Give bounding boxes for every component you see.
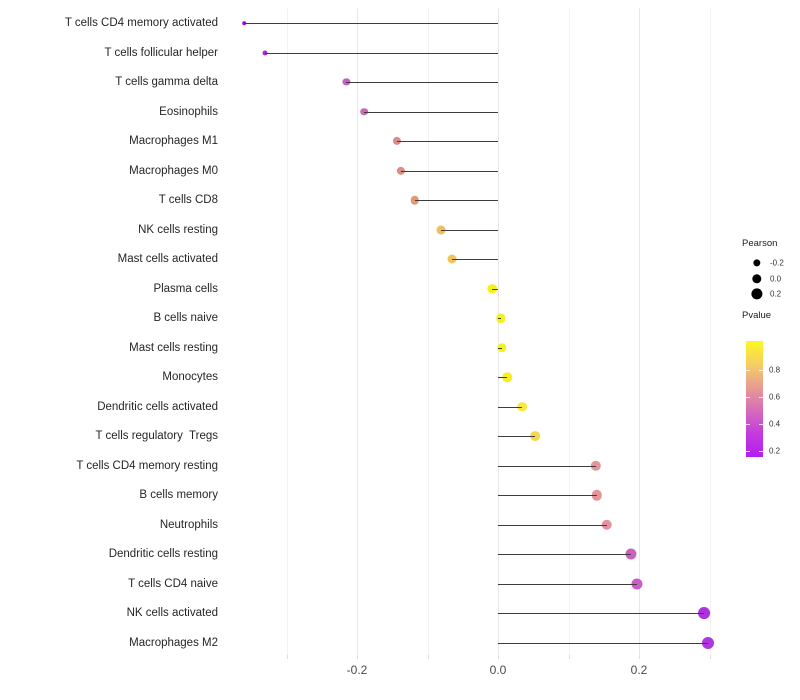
major-gridline: [498, 8, 499, 655]
row-label: Macrophages M0: [129, 164, 218, 177]
lollipop-dot: [517, 401, 527, 412]
lollipop-dot: [625, 548, 637, 560]
lollipop-dot: [631, 578, 643, 590]
lollipop-stem: [498, 377, 508, 379]
lollipop-dot: [530, 431, 541, 442]
minor-gridline: [286, 8, 288, 655]
gradient-tick: [746, 370, 750, 371]
minor-gridline: [427, 8, 429, 655]
lollipop-dot: [590, 460, 602, 471]
gradient-tick: [759, 451, 763, 452]
lollipop-stem: [265, 52, 498, 54]
gradient-tick-label: 0.8: [769, 365, 781, 375]
row-label: Mast cells activated: [117, 253, 218, 266]
row-label: Mast cells resting: [129, 341, 218, 354]
lollipop-stem: [498, 347, 502, 349]
gradient-tick-label: 0.6: [769, 392, 781, 402]
gradient-tick: [759, 424, 763, 425]
row-label: T cells follicular helper: [104, 46, 218, 59]
lollipop-stem: [498, 495, 597, 497]
lollipop-dot: [502, 372, 512, 382]
minor-gridline: [568, 8, 570, 655]
row-label: Dendritic cells resting: [108, 548, 218, 561]
row-label: NK cells resting: [138, 223, 218, 236]
row-label: Eosinophils: [159, 105, 218, 118]
row-label: NK cells activated: [126, 607, 218, 620]
lollipop-dot: [601, 519, 612, 531]
lollipop-stem: [498, 642, 709, 644]
x-axis-tick: [709, 655, 711, 659]
row-label: Dendritic cells activated: [97, 400, 218, 413]
size-legend-label: -0.2: [770, 258, 784, 268]
row-label: B cells naive: [153, 312, 218, 325]
lollipop-stem: [400, 170, 498, 172]
lollipop-stem: [498, 524, 607, 526]
lollipop-dot: [496, 343, 507, 353]
row-label: T cells regulatory Tregs: [95, 430, 218, 443]
row-label: B cells memory: [139, 489, 218, 502]
x-axis-tick: [357, 655, 358, 659]
lollipop-stem: [414, 200, 498, 202]
lollipop-dot: [702, 636, 715, 649]
lollipop-dot: [591, 490, 602, 501]
size-legend-label: 0.0: [770, 274, 782, 283]
major-gridline: [639, 8, 640, 655]
lollipop-stem: [364, 111, 498, 113]
x-axis-tick: [286, 655, 288, 659]
x-axis-tick: [427, 655, 429, 659]
lollipop-stem: [244, 23, 498, 24]
gradient-tick: [746, 397, 750, 398]
size-legend-dot: [753, 259, 761, 267]
row-label: T cells CD4 memory resting: [76, 459, 218, 472]
pvalue-gradient-bar: [746, 341, 763, 457]
size-legend-title: Pearson: [742, 238, 778, 249]
lollipop-stem: [498, 613, 704, 615]
gradient-tick: [746, 451, 750, 452]
lollipop-dot: [697, 607, 710, 620]
lollipop-stem: [452, 259, 498, 261]
lollipop-stem: [492, 288, 498, 290]
row-label: T cells CD4 naive: [128, 577, 218, 590]
x-tick-label: -0.2: [346, 663, 368, 677]
row-label: Macrophages M2: [129, 636, 218, 649]
x-axis-tick: [639, 655, 640, 659]
x-tick-label: 0.0: [489, 663, 507, 677]
gradient-tick-label: 0.4: [769, 419, 781, 429]
row-label: Plasma cells: [153, 282, 218, 295]
gradient-tick: [759, 397, 763, 398]
x-axis-tick: [568, 655, 570, 659]
size-legend-dot: [752, 273, 762, 284]
row-label: Macrophages M1: [129, 135, 218, 148]
x-axis-tick: [498, 655, 499, 659]
lollipop-stem: [498, 554, 631, 556]
gradient-tick-label: 0.2: [769, 446, 781, 456]
lollipop-stem: [397, 141, 498, 143]
lollipop-stem: [498, 406, 522, 408]
color-legend-title: Pvalue: [742, 310, 772, 321]
major-gridline: [357, 8, 358, 655]
row-label: T cells gamma delta: [115, 76, 218, 89]
size-legend-dot: [751, 288, 763, 300]
row-label: T cells CD8: [158, 194, 218, 207]
lollipop-stem: [498, 583, 637, 585]
lollipop-dot: [496, 313, 506, 323]
minor-gridline: [709, 8, 711, 655]
row-label: T cells CD4 memory activated: [64, 17, 218, 29]
gradient-tick: [759, 370, 763, 371]
x-tick-label: 0.2: [630, 663, 648, 677]
size-legend-label: 0.2: [770, 289, 782, 299]
lollipop-stem: [440, 229, 498, 231]
lollipop-stem: [498, 318, 501, 320]
lollipop-stem: [498, 465, 596, 467]
row-label: Neutrophils: [159, 518, 218, 531]
lollipop-stem: [498, 436, 536, 438]
lollipop-stem: [346, 82, 498, 84]
row-label: Monocytes: [162, 371, 218, 384]
gradient-tick: [746, 424, 750, 425]
